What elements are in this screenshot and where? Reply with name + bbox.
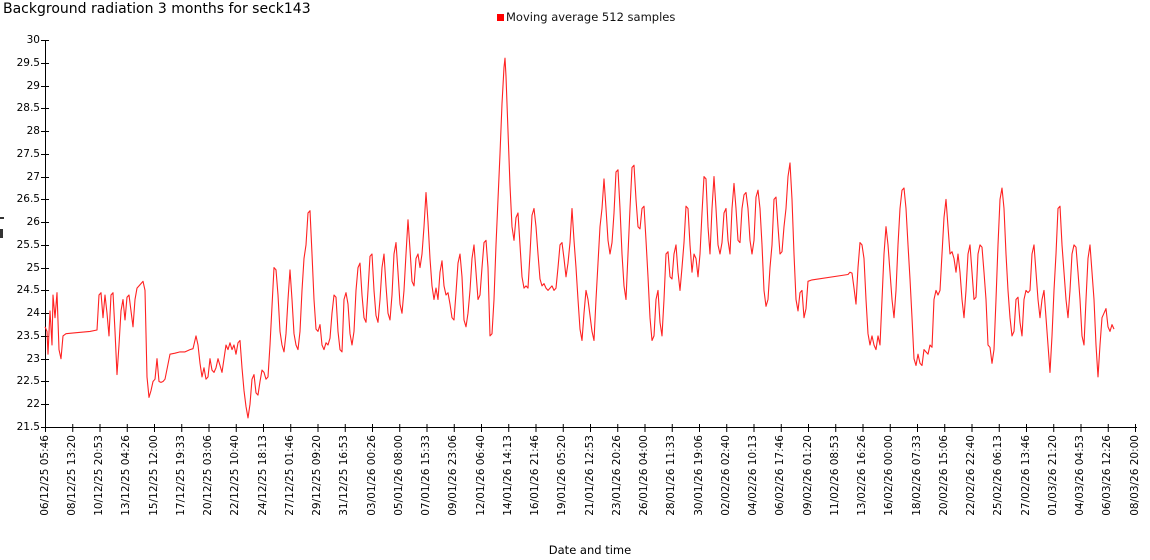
x-tick-label: 08/12/25 13:20: [65, 435, 78, 516]
x-tick-label: 22/12/25 10:40: [229, 435, 242, 516]
x-tick-label: 19/01/26 05:20: [556, 435, 569, 516]
x-tick-label: 05/01/26 08:00: [392, 435, 405, 516]
y-tick-label: 28.5: [16, 102, 40, 114]
x-tick-label: 18/02/26 07:33: [910, 435, 923, 516]
y-tick-label: 22: [26, 398, 40, 410]
x-tick-label: 11/02/26 08:53: [828, 435, 841, 516]
x-tick-label: 30/01/26 19:06: [692, 435, 705, 516]
y-tick-label: 27: [26, 171, 40, 183]
y-tick-label: 26: [26, 216, 40, 228]
y-tick-label: 30: [26, 34, 40, 46]
y-tick-label: 24.5: [16, 284, 40, 296]
x-tick-label: 04/03/26 04:53: [1074, 435, 1086, 516]
x-tick-label: 06/03/26 12:26: [1101, 435, 1114, 516]
x-tick-label: 09/01/26 23:06: [447, 435, 460, 516]
y-tick-label: 25.5: [16, 239, 40, 251]
x-tick-label: 29/12/25 09:20: [311, 435, 323, 516]
x-tick-label: 22/02/26 22:40: [965, 435, 977, 516]
y-tick-label: 29: [26, 80, 40, 92]
x-tick-label: 26/01/26 04:00: [638, 435, 650, 516]
x-tick-label: 16/01/26 21:46: [529, 435, 541, 516]
x-tick-label: 23/01/26 20:26: [610, 435, 623, 516]
x-tick-label: 01/03/26 21:20: [1046, 435, 1059, 516]
y-tick-label: 26.5: [16, 193, 40, 205]
clipped-y-axis-unit-label: [0, 217, 4, 245]
x-tick-label: 27/12/25 01:46: [283, 435, 296, 516]
x-tick-label: 16/02/26 00:00: [883, 435, 896, 516]
x-tick-label: 07/01/26 15:33: [420, 435, 432, 516]
x-tick-label: 17/12/25 19:33: [174, 435, 187, 516]
x-tick-label: 27/02/26 13:46: [1019, 435, 1032, 516]
x-tick-label: 20/02/26 15:06: [937, 435, 950, 516]
x-tick-label: 09/02/26 01:20: [801, 435, 814, 516]
x-tick-label: 25/02/26 06:13: [992, 435, 1005, 516]
y-tick-label: 29.5: [16, 57, 40, 69]
x-axis-title: Date and time: [548, 543, 632, 557]
x-tick-label: 20/12/25 03:06: [202, 435, 214, 516]
label-fragment-mark: [0, 229, 3, 238]
x-tick-label: 21/01/26 12:53: [583, 435, 596, 516]
y-tick-label: 23.5: [16, 330, 40, 342]
x-tick-label: 06/02/26 17:46: [774, 435, 787, 516]
y-tick-label: 28: [26, 125, 40, 137]
x-tick-label: 24/12/25 18:13: [256, 435, 269, 516]
x-tick-label: 14/01/26 14:13: [501, 435, 514, 516]
label-fragment-mark: [0, 217, 4, 219]
x-tick-label: 12/01/26 06:40: [474, 435, 487, 516]
y-tick-label: 21.5: [16, 421, 40, 433]
x-tick-label: 13/02/26 16:26: [856, 435, 868, 516]
x-tick-label: 15/12/25 12:00: [147, 435, 160, 516]
series-line-moving-average-512-samples: [44, 57, 1115, 419]
chart-title: Background radiation 3 months for seck14…: [3, 1, 311, 17]
x-tick-label: 06/12/25 05:46: [38, 435, 51, 516]
y-tick-label: 22.5: [16, 375, 40, 387]
legend-marker-square: [497, 14, 504, 21]
x-tick-label: 10/12/25 20:53: [93, 435, 105, 516]
x-tick-label: 02/02/26 02:40: [719, 435, 732, 516]
legend: Moving average 512 samples: [497, 10, 675, 24]
x-tick-label: 31/12/25 16:53: [338, 435, 351, 516]
x-tick-label: 08/03/26 20:00: [1128, 435, 1141, 516]
y-tick-label: 27.5: [16, 148, 40, 160]
y-tick-label: 25: [26, 262, 40, 274]
y-tick-label: 23: [26, 353, 40, 365]
x-tick-label: 28/01/26 11:33: [665, 435, 678, 516]
y-tick-label: 24: [26, 307, 40, 319]
x-tick-label: 04/02/26 10:13: [747, 435, 759, 516]
x-tick-label: 03/01/26 00:26: [365, 435, 378, 516]
x-tick-label: 13/12/25 04:26: [120, 435, 133, 516]
legend-label: Moving average 512 samples: [506, 10, 676, 24]
